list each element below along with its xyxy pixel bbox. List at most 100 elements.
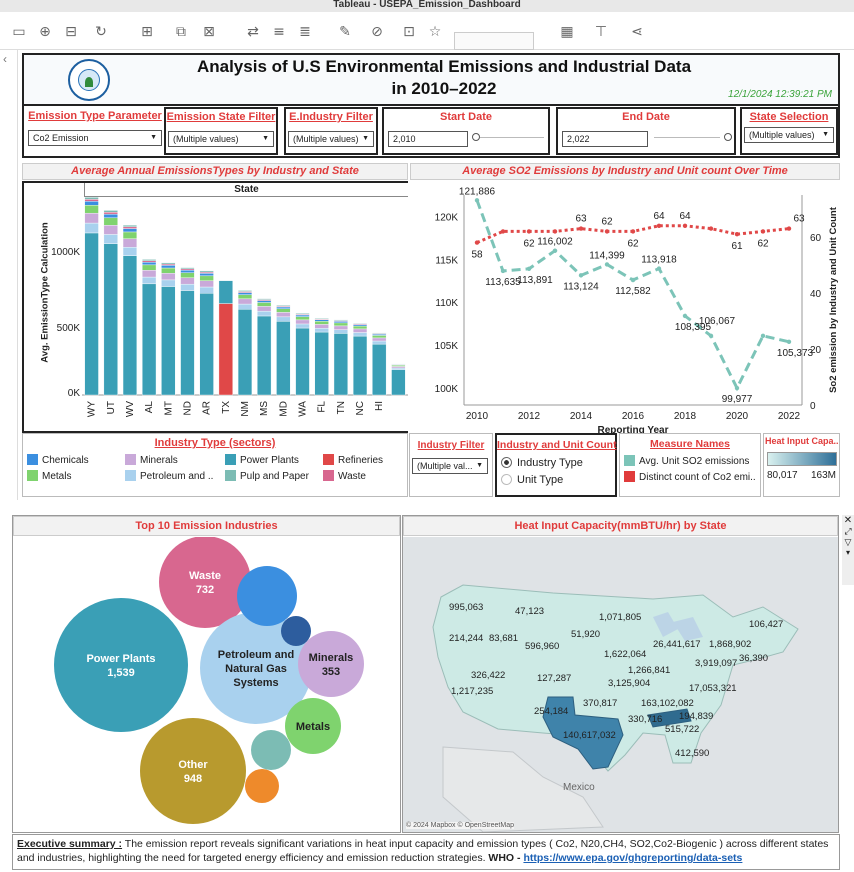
legend-item-metals[interactable]: Metals (27, 470, 71, 482)
end-date-slider-track[interactable] (654, 137, 720, 138)
line-xtick: 2020 (726, 411, 749, 422)
line-xtick: 2012 (518, 411, 541, 422)
bar-segment (103, 213, 118, 219)
bubble-label: Waste (189, 570, 221, 582)
map-value: 17,053,321 (689, 683, 737, 694)
start-date-slider-track[interactable] (480, 137, 544, 138)
legend-item-pulp-paper[interactable]: Pulp and Paper (225, 470, 309, 482)
bar-segment (333, 322, 348, 327)
bar-segment (122, 226, 138, 229)
bar-segment (333, 321, 348, 324)
bar-segment (84, 232, 99, 396)
duplicate-icon[interactable]: ⧉ (176, 24, 186, 40)
toolbar-dropdown[interactable] (454, 32, 534, 50)
bar-segment (352, 328, 368, 333)
bar-segment (276, 321, 291, 396)
label-icon[interactable]: ⊡ (403, 24, 415, 40)
sort-desc-icon[interactable]: ≣ (299, 24, 311, 40)
bar-segment (314, 318, 329, 320)
bar-category-label: MS (259, 401, 270, 416)
heat-input-legend: Heat Input Capa.. 80,017 163M (763, 433, 840, 497)
radio-unit-type[interactable]: Unit Type (501, 474, 563, 486)
close-icon[interactable]: ✕ (843, 515, 853, 526)
end-date-slider-handle[interactable] (724, 133, 732, 141)
so2-point (786, 339, 792, 345)
bar-segment (276, 306, 291, 309)
end-date-input[interactable]: 2,022 (562, 131, 648, 147)
legend-item-waste[interactable]: Waste (323, 470, 366, 482)
collapse-icon[interactable]: ‹ (3, 52, 7, 66)
new-sheet-icon[interactable]: ⊞ (141, 24, 153, 40)
state-selection-select[interactable]: (Multiple values) ▼ (744, 127, 834, 143)
highlight-icon[interactable]: ✎ (339, 24, 351, 40)
so2-data-label: 116,002 (537, 237, 573, 248)
filter-icon[interactable]: ▽ (844, 537, 852, 547)
measure-item-avg-so2[interactable]: Avg. Unit SO2 emissions (624, 455, 749, 467)
timestamp: 12/1/2024 12:39:21 PM (728, 89, 832, 100)
so2-data-label: 113,635 (485, 277, 521, 288)
bubble-label: 1,539 (107, 667, 135, 679)
more-icon[interactable]: ▾ (845, 548, 850, 557)
bar-category-label: NM (240, 401, 251, 417)
emission-type-select[interactable]: Co2 Emission ▼ (28, 130, 162, 146)
co2-count-data-label: 62 (523, 238, 535, 249)
showme-icon[interactable]: ▦ (560, 24, 574, 40)
so2-point (604, 262, 610, 267)
presentation-icon[interactable]: ⊤ (594, 24, 608, 40)
bar-segment (352, 325, 368, 330)
industry-filter-2-select[interactable]: (Multiple val... ▼ (412, 458, 488, 474)
bar-segment (295, 314, 310, 317)
start-date-input[interactable]: 2,010 (388, 131, 468, 147)
clear-icon[interactable]: ⊠ (203, 24, 215, 40)
unit-count-parameter: Industry and Unit Count Industry Type Un… (495, 433, 617, 497)
measure-item-co2-count[interactable]: Distinct count of Co2 emi.. (624, 471, 756, 483)
map-country-label: Mexico (563, 782, 595, 793)
bar-segment (122, 231, 138, 239)
refresh-icon[interactable]: ↻ (95, 24, 107, 40)
co2-count-point (474, 240, 480, 245)
end-date-label: End Date (622, 111, 670, 123)
co2-count-point (708, 226, 714, 231)
legend-item-minerals[interactable]: Minerals (125, 454, 178, 466)
emission-state-select[interactable]: (Multiple values) ▼ (168, 131, 274, 147)
sort-asc-icon[interactable]: ≡ (273, 24, 285, 40)
industry-filter-select[interactable]: (Multiple values) ▼ (288, 131, 374, 147)
swap-icon[interactable]: ⇄ (247, 24, 259, 40)
so2-point (760, 333, 766, 339)
bar-segment (391, 366, 406, 369)
expand-icon[interactable]: ⤢ (844, 526, 852, 536)
bar-segment (218, 280, 233, 304)
co2-count-data-label: 61 (731, 241, 743, 252)
legend-item-power-plants[interactable]: Power Plants (225, 454, 299, 466)
summary-who: WHO - (485, 852, 524, 864)
save-icon[interactable]: ▭ (12, 24, 26, 40)
bar-segment (161, 267, 176, 274)
bar-segment (103, 217, 118, 226)
legend-item-refineries[interactable]: Refineries (323, 454, 383, 466)
group-icon[interactable]: ⊘ (371, 24, 383, 40)
bubble (285, 698, 341, 754)
co2-count-data-label: 63 (575, 214, 587, 225)
map-value: 106,427 (749, 619, 784, 630)
new-datasource-icon[interactable]: ⊕ (39, 24, 51, 40)
summary-link[interactable]: https://www.epa.gov/ghgreporting/data-se… (523, 852, 743, 864)
title-line-1: Analysis of U.S Environmental Emissions … (196, 57, 692, 76)
pin-icon[interactable]: ☆ (428, 24, 442, 40)
bubble (251, 730, 291, 770)
radio-industry-type[interactable]: Industry Type (501, 457, 583, 469)
co2-count-point (604, 229, 610, 234)
share-icon[interactable]: ⋖ (631, 24, 643, 40)
map-title: Heat Input Capacity(mmBTU/hr) by State (403, 516, 838, 536)
line-xtick: 2014 (570, 411, 593, 422)
co2-count-data-label: 58 (471, 250, 483, 261)
legend-item-petroleum[interactable]: Petroleum and .. (125, 470, 213, 482)
legend-item-chemicals[interactable]: Chemicals (27, 454, 89, 466)
dashboard-title: Analysis of U.S Environmental Emissions … (164, 56, 724, 100)
bar-segment (122, 238, 138, 248)
bubble-label: Power Plants (86, 653, 155, 665)
so2-point (656, 266, 662, 271)
bar-category-label: TX (221, 401, 232, 414)
start-date-slider-handle[interactable] (472, 133, 480, 141)
bar-segment (257, 306, 272, 312)
datasource-icon[interactable]: ⊟ (65, 24, 77, 40)
